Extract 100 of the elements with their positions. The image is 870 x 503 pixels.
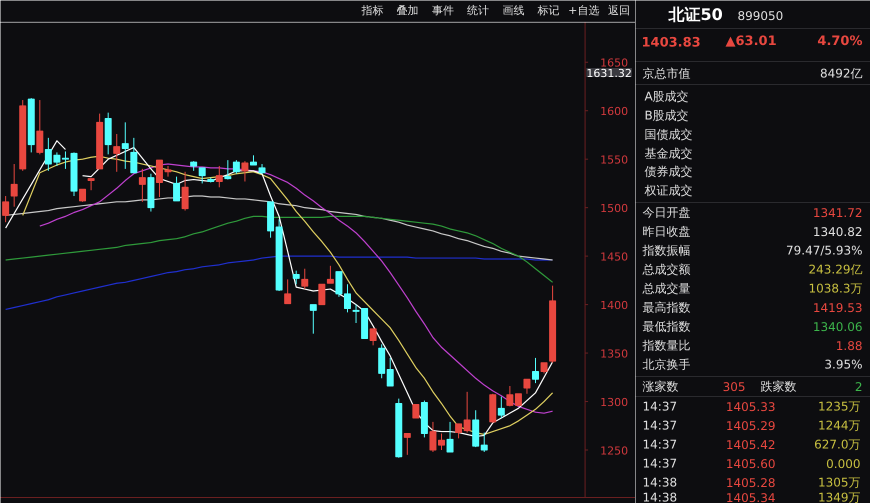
text: 1405.42: [726, 438, 776, 452]
text: 14:37: [642, 456, 678, 470]
text: 1405.29: [726, 419, 776, 433]
text: 事件: [432, 4, 454, 17]
text: 最高指数: [642, 300, 690, 314]
text: 14:37: [642, 438, 678, 452]
text: 1631.32: [586, 67, 632, 80]
candlestick: [36, 100, 44, 155]
text: 总成交额: [642, 262, 690, 276]
text: 4.70%: [817, 34, 863, 49]
text: 243.29亿: [808, 262, 863, 276]
text: 14:38: [642, 490, 678, 503]
text: B股成交: [644, 108, 689, 122]
text: 昨日收盘: [642, 224, 690, 238]
candlestick: [198, 167, 206, 184]
candlestick: [301, 268, 308, 290]
candlestick: [446, 421, 454, 452]
text: 指数量比: [642, 338, 690, 352]
y-tick-label: 1500: [600, 202, 628, 216]
candlestick: [292, 270, 300, 285]
candlestick: [318, 284, 326, 306]
text: 总成交量: [642, 282, 690, 296]
text: 叠加: [396, 4, 419, 17]
text: 3.95%: [824, 358, 863, 372]
candlestick: [122, 122, 129, 170]
text: 14:37: [642, 418, 678, 432]
candlestick: [173, 176, 180, 202]
candlestick: [232, 160, 240, 174]
text: 1419.53: [812, 301, 862, 315]
text: 涨家数: [642, 380, 678, 394]
text: 1405.34: [726, 491, 776, 503]
candlestick: [113, 133, 120, 172]
text: 2: [854, 380, 863, 394]
text: 1340.06: [812, 320, 862, 334]
text: 标记: [536, 4, 560, 17]
text: 1235万: [818, 400, 861, 414]
candlestick: [412, 404, 420, 419]
text: 1405.60: [726, 457, 776, 471]
y-tick-label: 1400: [600, 299, 628, 312]
candlestick: [130, 137, 138, 174]
text: 指标: [360, 4, 384, 17]
text: 1405.33: [726, 400, 776, 414]
text: 8492亿: [820, 66, 863, 80]
y-tick-label: 1550: [600, 154, 628, 167]
text: 国债成交: [644, 128, 692, 142]
candlestick: [284, 278, 292, 304]
candlestick: [182, 171, 189, 212]
text: 899050: [738, 9, 784, 23]
text: 北证50: [668, 5, 723, 24]
text: 1405.28: [726, 476, 776, 490]
candlestick: [540, 362, 548, 374]
text: 基金成交: [644, 146, 692, 160]
candlestick: [2, 196, 10, 223]
text: +自选: [568, 4, 600, 17]
candlestick: [88, 178, 95, 191]
text: 最低指数: [642, 320, 690, 334]
candlestick: [241, 160, 248, 182]
text: 指数振幅: [642, 244, 690, 258]
text: 跌家数: [760, 380, 796, 394]
candlestick: [532, 357, 539, 384]
candlestick: [10, 164, 18, 208]
y-tick-label: 1350: [600, 348, 628, 361]
text: 1349万: [818, 490, 861, 503]
candlestick: [250, 154, 257, 166]
text: 627.0万: [814, 438, 861, 452]
text: 14:37: [642, 400, 678, 414]
y-tick-label: 1250: [600, 444, 628, 458]
candlestick: [138, 168, 146, 202]
text: 1.88: [836, 339, 862, 353]
text: 北京换手: [642, 358, 690, 372]
text: 画线: [502, 4, 524, 17]
candlestick: [404, 433, 411, 456]
text: 1038.3万: [808, 282, 863, 296]
text: 1340.82: [812, 225, 862, 239]
text: 14:38: [642, 476, 678, 490]
text: 统计: [467, 4, 490, 17]
y-tick-label: 1650: [600, 56, 628, 70]
text: 1244万: [818, 418, 861, 432]
text: 79.47/5.93%: [786, 244, 863, 258]
y-tick-label: 1300: [600, 396, 628, 410]
text: 305: [722, 380, 746, 394]
candlestick: [370, 328, 377, 346]
text: 1341.72: [812, 206, 862, 220]
candlestick: [498, 396, 505, 419]
candlestick: [79, 188, 86, 202]
text: 今日开盘: [642, 206, 690, 220]
text: 京总市值: [642, 66, 690, 80]
y-tick-label: 1600: [600, 105, 628, 118]
text: 债券成交: [644, 164, 692, 178]
y-tick-label: 1450: [600, 250, 628, 264]
text: 0.000: [826, 457, 861, 471]
text: ▲63.01: [726, 34, 777, 49]
text: 返回: [608, 4, 630, 17]
text: 1403.83: [642, 36, 701, 50]
text: 1305万: [818, 476, 861, 490]
candlestick: [216, 165, 223, 188]
candlestick: [523, 378, 530, 394]
candlestick: [190, 160, 198, 172]
candlestick: [326, 265, 334, 284]
candlestick: [224, 160, 232, 180]
